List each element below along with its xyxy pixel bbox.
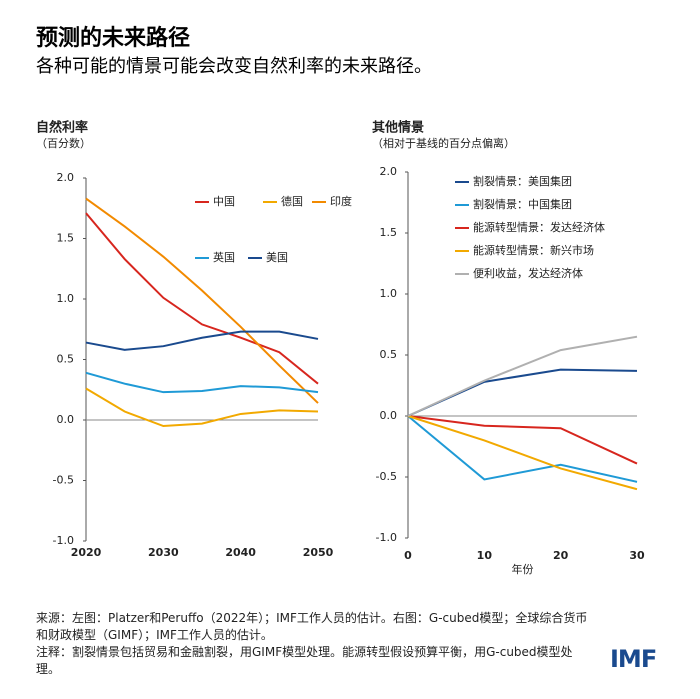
x-tick-label: 2020: [71, 546, 102, 559]
legend-label: 印度: [330, 194, 352, 208]
y-tick-label: -1.0: [53, 534, 74, 547]
y-tick-label: 0.0: [380, 409, 398, 422]
y-tick-label: -0.5: [53, 474, 74, 487]
legend-label: 德国: [281, 194, 303, 208]
chart-subtitle: （相对于基线的百分点偏离）: [372, 136, 515, 150]
series-line: [407, 335, 638, 417]
legend-label: 能源转型情景：新兴市场: [473, 243, 594, 257]
series-line: [407, 415, 638, 465]
y-tick-label: 2.0: [380, 165, 398, 178]
legend-label: 中国: [213, 195, 235, 208]
y-tick-label: 0.5: [57, 353, 75, 366]
logo: IMF: [610, 645, 657, 673]
legend-label: 割裂情景：美国集团: [473, 174, 572, 188]
series-line: [85, 197, 319, 404]
chart-title: 其他情景: [372, 120, 424, 136]
legend-label: 能源转型情景：发达经济体: [473, 220, 605, 234]
source-note: 来源：左图：Platzer和Peruffo（2022年）；IMF工作人员的估计。…: [36, 611, 588, 642]
series-line: [407, 415, 638, 483]
series-line: [407, 415, 638, 491]
y-tick-label: 1.0: [57, 292, 75, 305]
y-tick-label: -1.0: [376, 531, 397, 544]
x-tick-label: 0: [404, 549, 412, 562]
x-tick-label: 2050: [303, 546, 334, 559]
x-tick-label: 20: [553, 549, 569, 562]
chart-subtitle: （百分数）: [36, 137, 91, 150]
x-tick-label: 30: [629, 549, 645, 562]
series-line: [85, 212, 319, 385]
y-tick-label: 0.0: [57, 413, 75, 426]
chart-title: 自然利率: [36, 120, 88, 136]
y-tick-label: 1.5: [57, 232, 75, 245]
series-line: [85, 371, 319, 394]
y-tick-label: 2.0: [57, 171, 75, 184]
x-tick-label: 10: [477, 549, 493, 562]
y-tick-label: 0.5: [380, 348, 398, 361]
series-line: [85, 330, 319, 351]
x-tick-label: 2040: [225, 546, 256, 559]
legend-label: 英国: [213, 250, 235, 264]
x-axis-label: 年份: [512, 562, 534, 576]
series-line: [407, 368, 638, 417]
legend-label: 割裂情景：中国集团: [473, 197, 572, 211]
y-tick-label: 1.5: [380, 226, 398, 239]
title: 预测的未来路径: [36, 26, 191, 51]
legend-label: 便利收益，发达经济体: [473, 266, 583, 280]
series-line: [85, 387, 319, 428]
y-tick-label: -0.5: [376, 470, 397, 483]
subtitle: 各种可能的情景可能会改变自然利率的未来路径。: [36, 56, 432, 77]
x-tick-label: 2030: [148, 546, 179, 559]
y-tick-label: 1.0: [380, 287, 398, 300]
footnote: 注释：割裂情景包括贸易和金融割裂，用GIMF模型处理。能源转型假设预算平衡，用G…: [36, 645, 573, 676]
legend-label: 美国: [266, 251, 288, 264]
